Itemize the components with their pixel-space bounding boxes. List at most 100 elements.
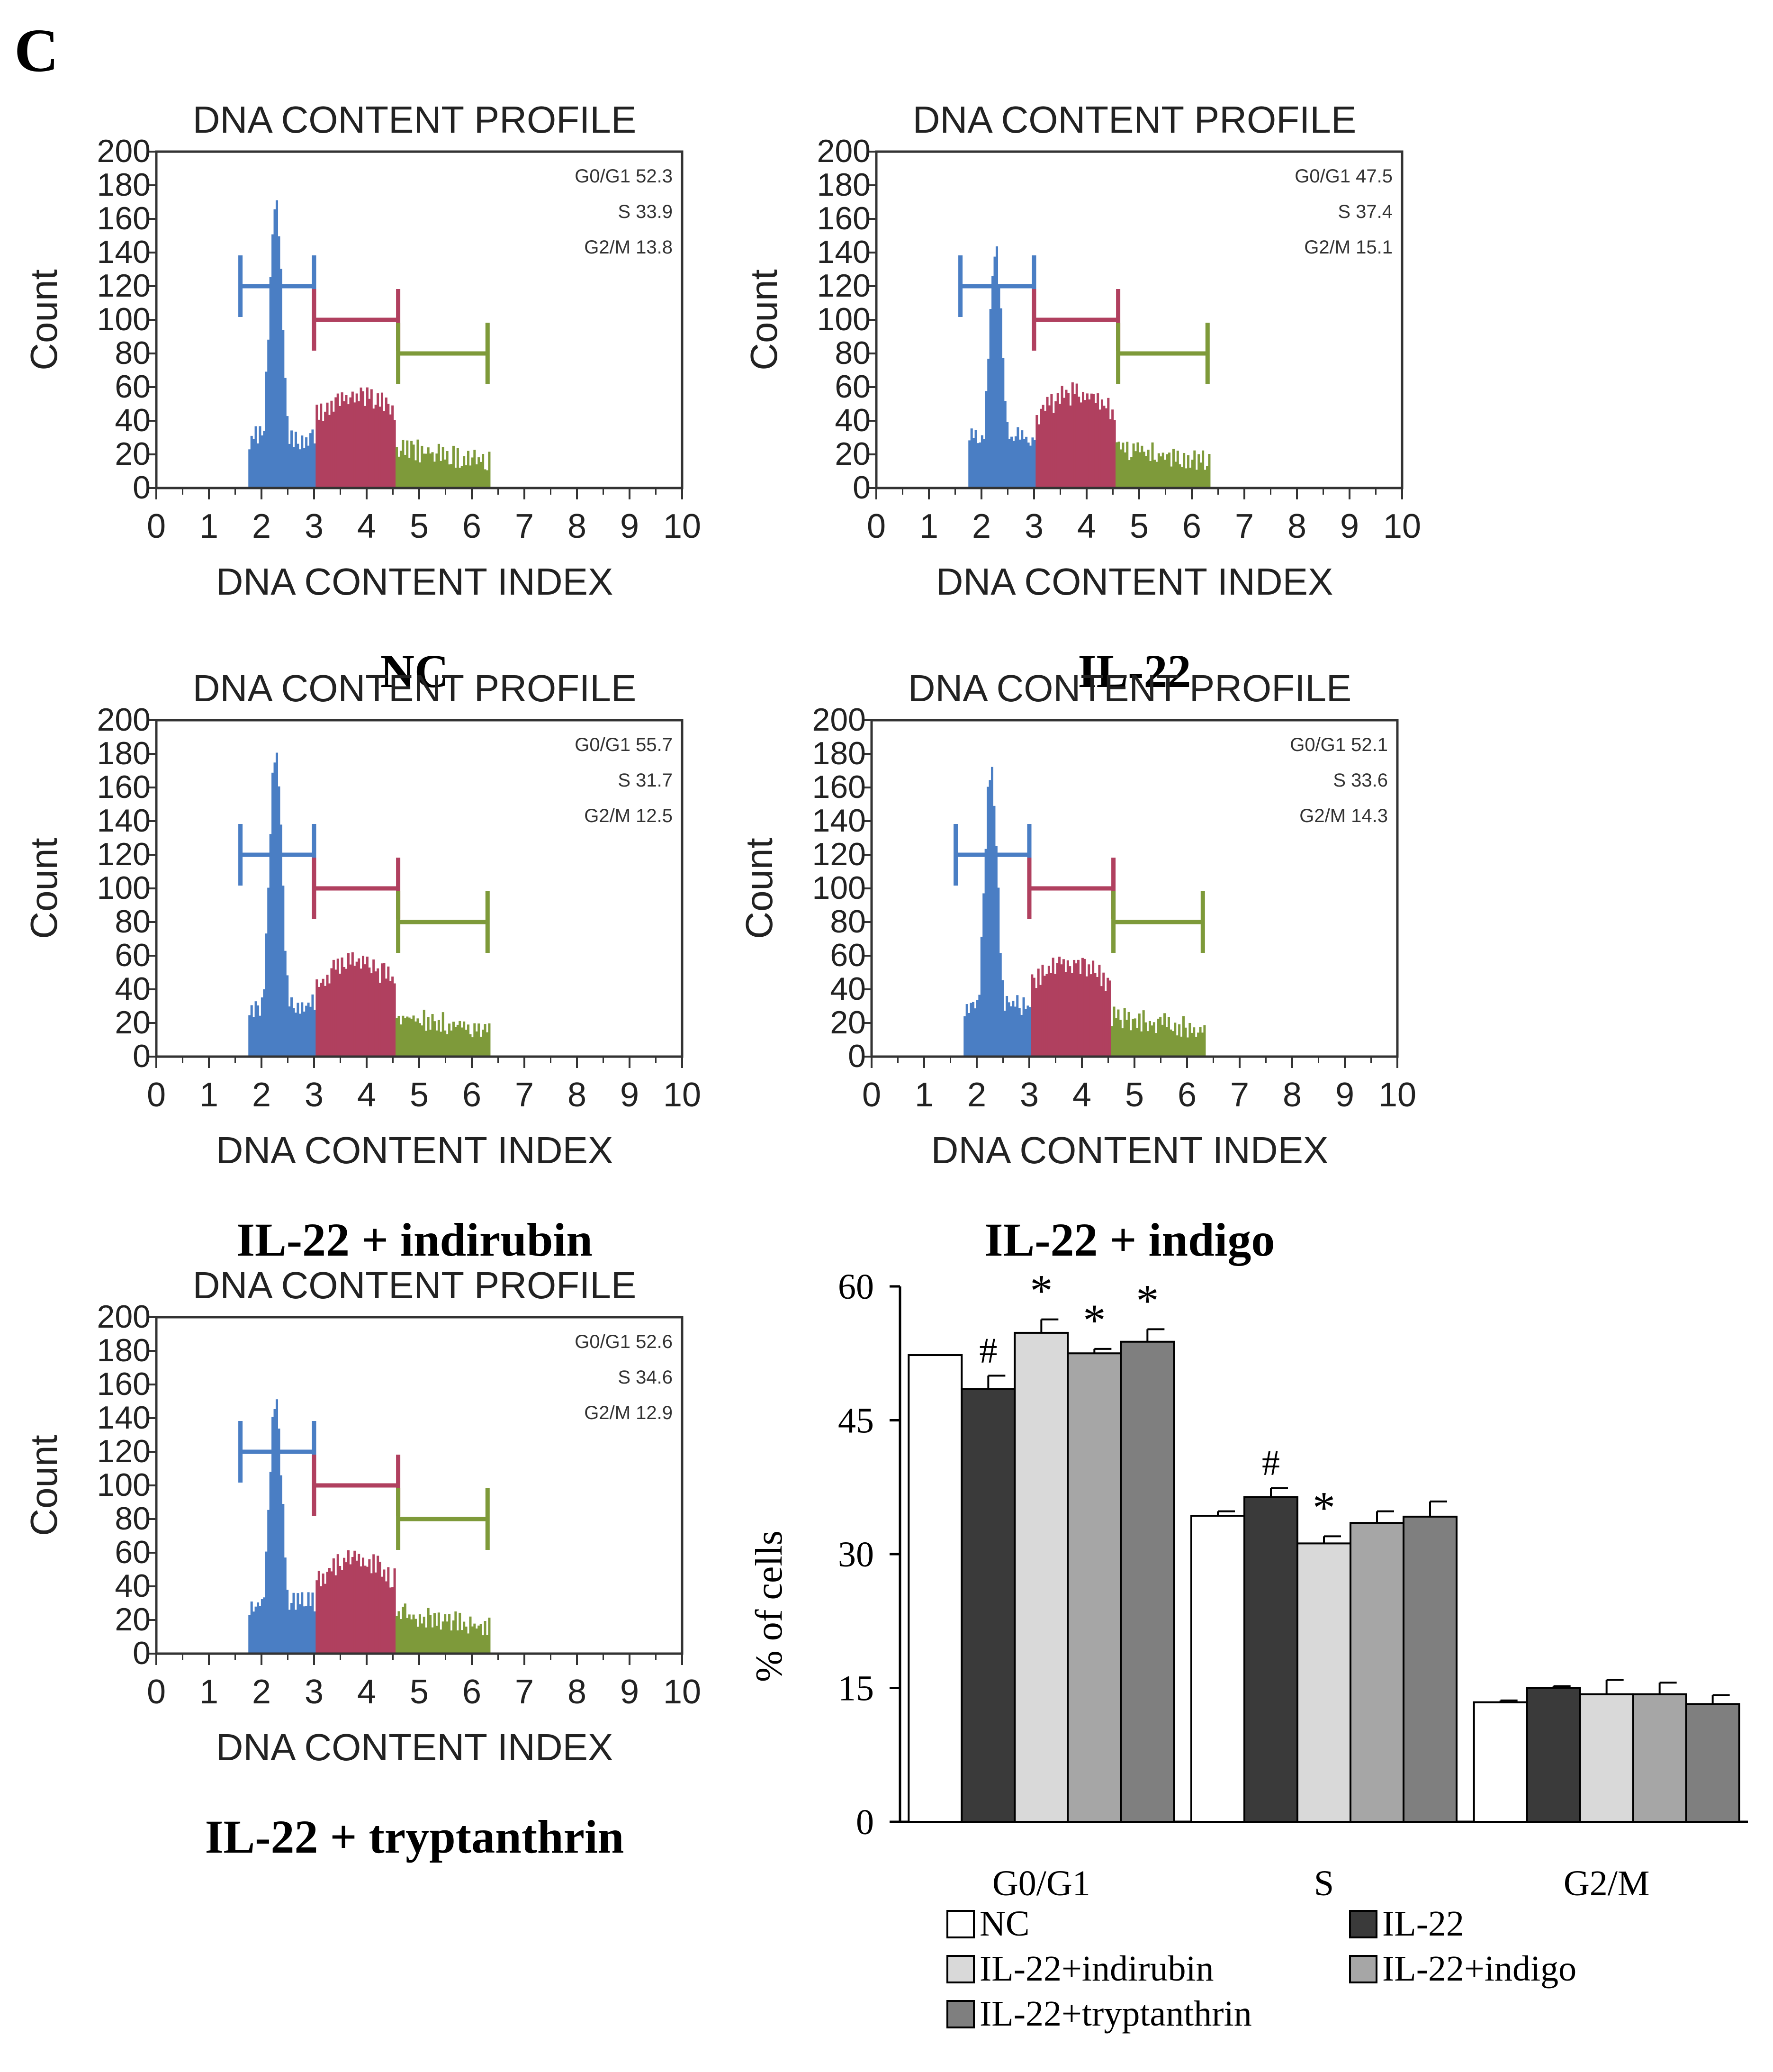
histogram-caption: IL-22 + indigo — [985, 1213, 1275, 1266]
y-tick-label: 120 — [812, 836, 866, 872]
histogram-bin — [1180, 467, 1183, 488]
histogram-bin — [252, 1017, 255, 1057]
y-tick-label: 80 — [115, 904, 151, 940]
histogram-bin — [421, 445, 423, 488]
histogram-bin — [278, 786, 280, 1057]
y-tick-label: 140 — [812, 803, 866, 839]
histogram-bin — [473, 1023, 476, 1057]
histogram-bin — [360, 968, 362, 1057]
histogram-frame — [875, 150, 1404, 489]
x-tick-label: 5 — [1125, 1076, 1144, 1114]
histogram-bin — [978, 995, 981, 1057]
histogram-bin — [1046, 397, 1049, 488]
histogram-bin — [347, 953, 350, 1057]
phase-stat: G2/M 15.1 — [1304, 237, 1393, 258]
histogram-bin — [987, 787, 990, 1057]
histogram-bin — [278, 236, 280, 488]
histogram-bin — [1088, 964, 1090, 1057]
histogram-bin — [1176, 451, 1179, 488]
histogram-bin — [396, 1018, 398, 1057]
x-tick-label: 4 — [1077, 507, 1096, 545]
histogram-bin — [1061, 386, 1063, 488]
histogram-bin — [414, 460, 417, 488]
histogram-bin — [1127, 1012, 1130, 1057]
histogram-bin — [263, 1597, 266, 1654]
histogram-bin — [1028, 1007, 1031, 1057]
histogram-bin — [1103, 406, 1106, 488]
histogram-bin — [456, 1024, 459, 1057]
y-tick-label: 100 — [817, 301, 871, 337]
x-tick-label: 6 — [1182, 507, 1201, 545]
y-tick-label: 160 — [97, 1366, 151, 1402]
histogram-bin — [297, 443, 299, 488]
histogram-bin — [463, 1021, 466, 1057]
y-tick-label: 140 — [97, 803, 151, 839]
y-tick-label: 160 — [97, 200, 151, 236]
histogram-title: DNA CONTENT PROFILE — [913, 99, 1356, 141]
histogram-bin — [347, 1550, 350, 1654]
histogram-bin — [1023, 439, 1026, 488]
histogram-bin — [1037, 968, 1040, 1057]
histogram-bin — [999, 953, 1002, 1057]
bar — [1403, 1515, 1458, 1823]
y-tick-label: 100 — [812, 870, 866, 906]
histogram-bin — [324, 1583, 327, 1654]
histogram-bin — [271, 772, 274, 1057]
histogram-bin — [471, 1626, 474, 1654]
histogram-bin — [408, 1017, 411, 1057]
histogram-bin — [332, 1558, 335, 1654]
histogram-bin — [364, 406, 367, 488]
histogram-bin — [414, 1619, 417, 1654]
histogram-bin — [305, 437, 308, 488]
histogram-bin — [1022, 997, 1025, 1057]
x-tick-label: 6 — [1178, 1076, 1197, 1114]
histogram-bin — [301, 1592, 304, 1654]
histogram-bin — [1136, 442, 1139, 488]
histogram-bin — [399, 451, 402, 488]
histogram-bin — [1029, 445, 1032, 488]
histogram-bin — [993, 256, 996, 488]
histogram-bin — [406, 1618, 409, 1654]
histogram-bin — [1098, 965, 1101, 1057]
histogram-bin — [1119, 449, 1122, 488]
histogram-x-label: DNA CONTENT INDEX — [216, 1129, 613, 1171]
histogram-bin — [317, 1571, 320, 1654]
histogram-bin — [343, 401, 346, 488]
histogram-bin — [423, 453, 425, 488]
histogram-bin — [1056, 963, 1059, 1057]
histogram-bin — [301, 435, 304, 488]
histogram-bin — [976, 1000, 979, 1057]
y-tick-label: 0 — [853, 470, 871, 506]
y-tick-label: 140 — [97, 1400, 151, 1436]
x-tick-label: 8 — [1287, 507, 1306, 545]
histogram-bin — [358, 401, 360, 488]
histogram-bin — [366, 956, 369, 1057]
histogram-bin — [1066, 960, 1069, 1057]
histogram-bin — [437, 443, 440, 488]
histogram-bin — [1107, 398, 1110, 488]
histogram-bin — [1050, 973, 1053, 1057]
histogram-bin — [1193, 450, 1196, 488]
histogram-bin — [970, 428, 973, 488]
histogram-bin — [1136, 1028, 1139, 1057]
x-tick-label: 3 — [305, 1076, 324, 1114]
histogram-bin — [334, 397, 337, 488]
phase-stat: S 37.4 — [1338, 201, 1393, 222]
histogram-bin — [1014, 436, 1017, 488]
histogram-bin — [1045, 974, 1048, 1057]
histogram-bin — [465, 465, 468, 488]
histogram-bin — [1148, 1021, 1152, 1057]
y-tick-label: 40 — [115, 1568, 151, 1604]
histogram-bin — [1017, 427, 1019, 488]
histogram-bin — [320, 983, 323, 1057]
legend-label: IL-22+indirubin — [980, 1949, 1214, 1989]
histogram-bin — [435, 453, 438, 488]
legend-swatch — [1349, 1955, 1377, 1983]
histogram-bin — [1123, 1008, 1126, 1057]
histogram-bin — [1157, 1018, 1160, 1057]
histogram-frame — [155, 719, 684, 1058]
histogram-bin — [1104, 991, 1107, 1057]
histogram-bin — [1098, 409, 1101, 488]
histogram-bin — [267, 339, 270, 488]
